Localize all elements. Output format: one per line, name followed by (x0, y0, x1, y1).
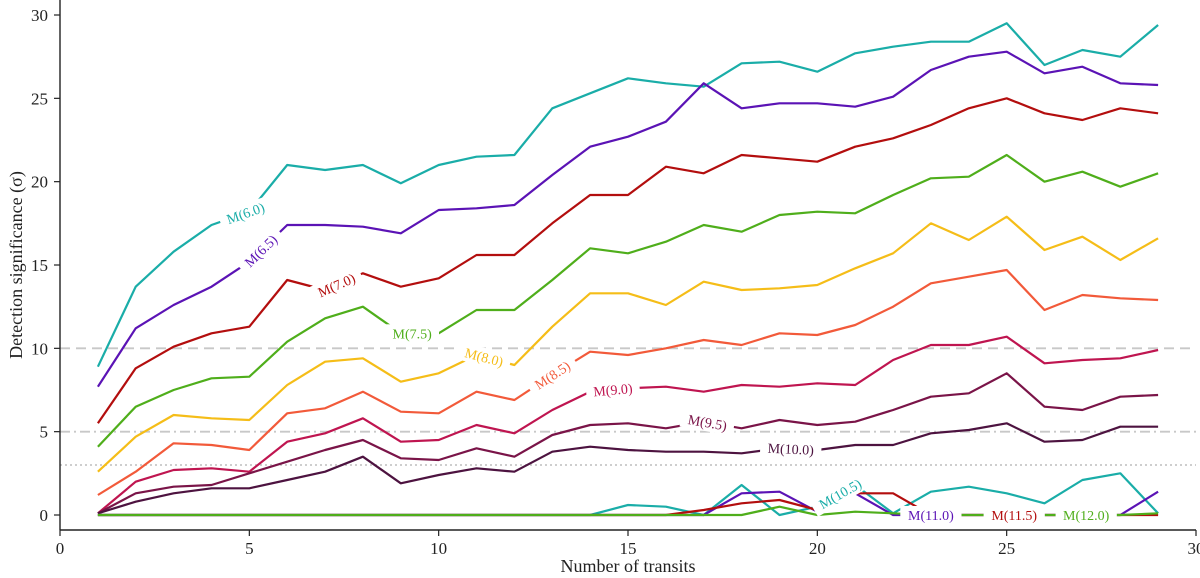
series-line-M(8.5) (97, 268, 1159, 496)
series-label-background (524, 352, 580, 398)
series-label: M(12.0) (1063, 509, 1110, 524)
x-tick-label: 0 (56, 539, 65, 558)
x-tick-label: 30 (1188, 539, 1200, 558)
x-axis-title: Number of transits (561, 556, 696, 576)
series-label-group: M(7.0) (308, 265, 365, 305)
series-label-background (235, 225, 287, 276)
series-line-M(10.0) (97, 422, 1159, 515)
series-label: M(11.0) (908, 509, 954, 524)
series-line-M(9.5) (97, 372, 1159, 515)
series-label-group: M(11.0) (900, 506, 962, 524)
series-label-group: M(8.5) (524, 352, 580, 398)
ticks: 0 5 10 15 20 25 30 0 5 10 15 20 25 30 (31, 6, 1200, 558)
series-label-group: M(9.0) (585, 378, 641, 402)
series-lines (96, 22, 1159, 517)
series-label-background (759, 438, 822, 460)
x-tick-label: 15 (620, 539, 637, 558)
series-line-M(12.0) (97, 505, 1159, 517)
y-tick-label: 25 (31, 89, 48, 108)
series-label-group: M(11.5) (983, 506, 1045, 524)
series-label-background (809, 470, 872, 517)
series-label: M(7.5) (393, 327, 433, 342)
series-label-group: M(8.0) (455, 341, 513, 373)
series-line-M(8.0) (97, 215, 1159, 473)
series-label-background (308, 265, 365, 305)
x-tick-label: 10 (430, 539, 447, 558)
series-label-group: M(6.0) (217, 195, 274, 231)
x-tick-label: 5 (245, 539, 254, 558)
series-label-background (217, 195, 274, 231)
series-label-group: M(10.0) (759, 438, 822, 460)
series-label-group: M(12.0) (1055, 506, 1117, 524)
series-label-background (900, 506, 962, 524)
series-label: M(8.0) (463, 346, 505, 371)
y-tick-label: 20 (31, 173, 48, 192)
series-label-background (983, 506, 1045, 524)
series-label-group: M(7.5) (385, 324, 439, 343)
series-label: M(9.0) (593, 382, 634, 400)
y-tick-label: 0 (40, 506, 49, 525)
series-label-group: M(6.5) (235, 225, 287, 276)
x-tick-label: 20 (809, 539, 826, 558)
series-label-background (385, 324, 439, 343)
series-label: M(9.5) (687, 413, 729, 435)
series-label-background (1055, 506, 1117, 524)
y-tick-label: 10 (31, 339, 48, 358)
reference-lines (60, 347, 1196, 466)
series-label: M(10.0) (767, 442, 814, 459)
series-label: M(11.5) (991, 509, 1037, 524)
series-line-M(6.5) (96, 50, 1159, 388)
series-line-M(7.5) (97, 153, 1159, 448)
series-label-background (679, 408, 736, 436)
series-line-M(6.0) (96, 22, 1159, 368)
series-line-M(7.0) (96, 97, 1159, 424)
series-label-background (455, 341, 513, 373)
series-label-group: M(9.5) (679, 408, 736, 436)
y-tick-label: 5 (40, 423, 49, 442)
y-tick-label: 30 (31, 6, 48, 25)
series-label-background (585, 378, 641, 402)
x-tick-label: 25 (998, 539, 1015, 558)
y-axis-title: Detection significance (σ) (6, 171, 27, 359)
y-tick-label: 15 (31, 256, 48, 275)
